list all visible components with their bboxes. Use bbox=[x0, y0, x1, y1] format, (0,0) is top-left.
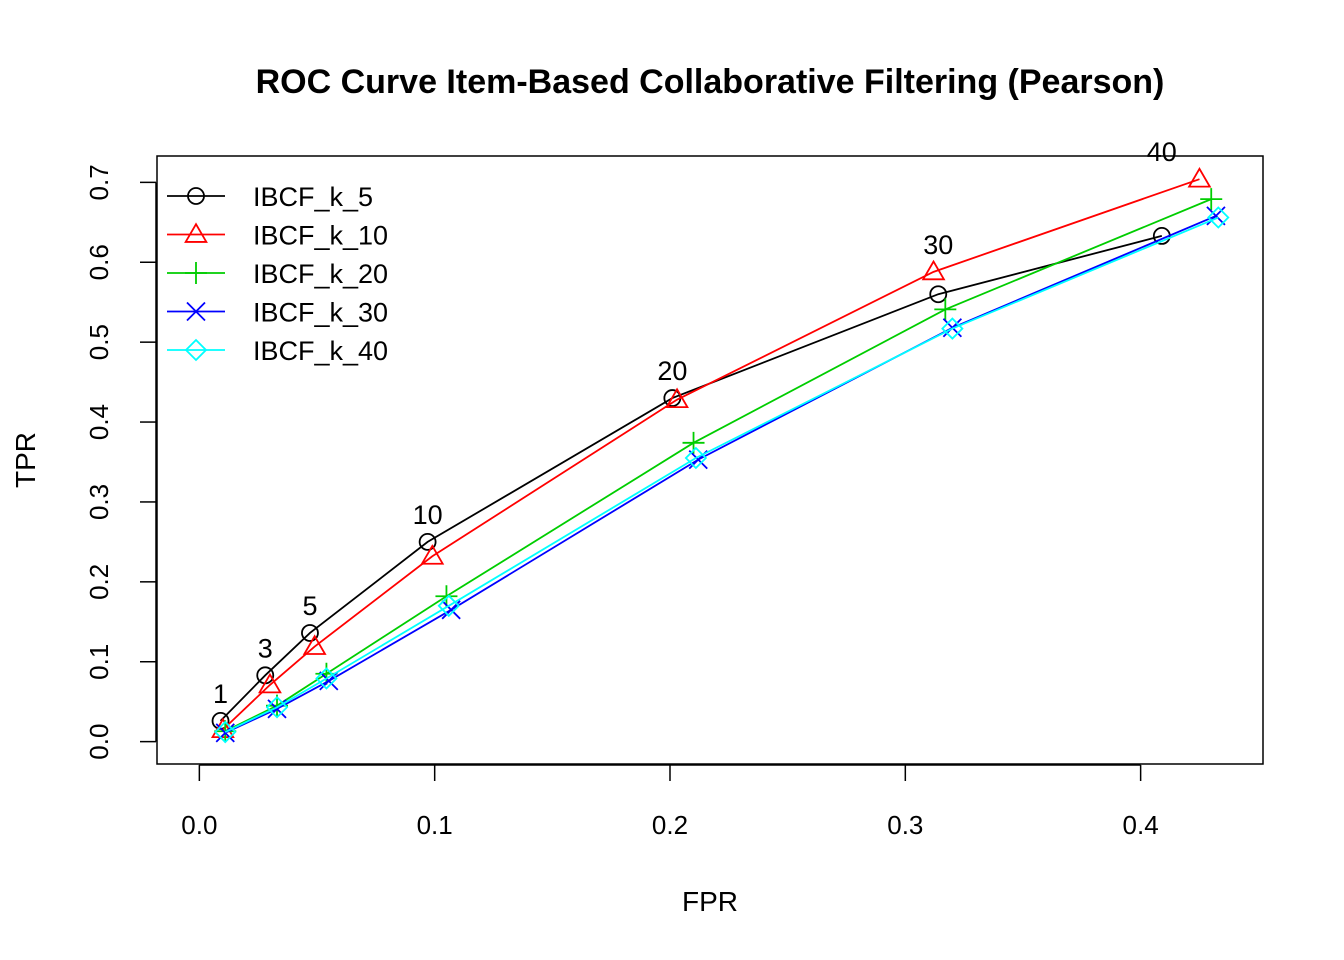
y-tick-label: 0.2 bbox=[84, 564, 114, 600]
data-point-marker bbox=[684, 446, 708, 470]
y-tick-label: 0.0 bbox=[84, 724, 114, 760]
y-axis-label: TPR bbox=[10, 432, 41, 488]
y-tick-label: 0.4 bbox=[84, 404, 114, 440]
axes: 0.0 0.1 0.2 0.3 0.4 0.0 0.1 0.2 0.3 0.4 0.5 0.6 0.7 bbox=[84, 164, 1159, 840]
x-tick-label: 0.2 bbox=[652, 810, 688, 840]
y-tick-label: 0.5 bbox=[84, 324, 114, 360]
y-tick-label: 0.6 bbox=[84, 244, 114, 280]
data-point-marker bbox=[1187, 167, 1212, 188]
x-tick-label: 0.3 bbox=[887, 810, 923, 840]
data-point-marker bbox=[418, 532, 437, 551]
data-point-marker bbox=[265, 696, 289, 719]
data-point-marker bbox=[301, 624, 319, 642]
data-point-marker bbox=[1200, 188, 1223, 211]
y-tick-label: 0.1 bbox=[84, 644, 114, 680]
legend: IBCF_k_5 IBCF_k_10 IBCF_k_20 IBCF_k_30 IBCF_… bbox=[167, 182, 388, 366]
data-point-marker bbox=[941, 317, 964, 340]
legend-label: IBCF_k_10 bbox=[253, 221, 388, 251]
x-tick-label: 0.4 bbox=[1123, 810, 1159, 840]
legend-label: IBCF_k_20 bbox=[253, 259, 388, 289]
legend-item: IBCF_k_10 bbox=[167, 221, 388, 251]
legend-marker bbox=[185, 262, 207, 284]
series-line bbox=[224, 216, 1219, 733]
series-IBCF_k_40 bbox=[213, 206, 1230, 744]
point-labels: 135 10 20 30 40 bbox=[213, 137, 1177, 709]
chart-title: ROC Curve Item-Based Collaborative Filte… bbox=[256, 63, 1165, 101]
point-label: 10 bbox=[413, 500, 443, 530]
legend-label: IBCF_k_30 bbox=[253, 298, 388, 328]
data-point-marker bbox=[258, 672, 282, 694]
point-label: 20 bbox=[657, 356, 687, 386]
data-point-marker bbox=[420, 544, 445, 565]
legend-label: IBCF_k_40 bbox=[253, 336, 388, 366]
legend-marker bbox=[186, 301, 206, 322]
y-tick-label: 0.7 bbox=[84, 164, 114, 200]
point-label: 1 bbox=[213, 679, 228, 709]
data-point-marker bbox=[1207, 206, 1230, 229]
data-point-marker bbox=[437, 594, 461, 618]
point-label: 30 bbox=[923, 230, 953, 260]
point-label: 3 bbox=[258, 633, 273, 663]
x-axis-label: FPR bbox=[682, 886, 738, 917]
series-line bbox=[222, 178, 1200, 731]
legend-label: IBCF_k_5 bbox=[253, 182, 373, 212]
legend-marker bbox=[187, 187, 205, 205]
series-layer bbox=[210, 167, 1230, 744]
legend-marker bbox=[184, 222, 208, 243]
x-tick-label: 0.0 bbox=[181, 810, 217, 840]
data-point-marker bbox=[934, 298, 957, 321]
series-IBCF_k_10 bbox=[210, 167, 1212, 738]
legend-item: IBCF_k_30 bbox=[167, 298, 388, 328]
data-point-marker bbox=[210, 717, 235, 738]
legend-item: IBCF_k_5 bbox=[167, 182, 373, 212]
legend-marker bbox=[184, 338, 208, 362]
point-label: 5 bbox=[302, 591, 317, 621]
data-point-marker bbox=[929, 285, 948, 304]
legend-item: IBCF_k_40 bbox=[167, 336, 388, 366]
data-point-marker bbox=[315, 667, 338, 690]
series-line bbox=[219, 235, 1163, 722]
y-tick-label: 0.3 bbox=[84, 484, 114, 520]
point-label: 40 bbox=[1147, 137, 1177, 167]
plot-area-border bbox=[156, 155, 1264, 765]
data-point-marker bbox=[302, 634, 327, 655]
data-point-marker bbox=[921, 259, 946, 281]
data-point-marker bbox=[319, 671, 339, 691]
data-point-marker bbox=[665, 387, 689, 409]
legend-item: IBCF_k_20 bbox=[167, 259, 388, 289]
data-point-marker bbox=[435, 585, 458, 608]
data-point-marker bbox=[213, 720, 237, 744]
x-tick-label: 0.1 bbox=[417, 810, 453, 840]
series-line bbox=[224, 215, 1217, 734]
